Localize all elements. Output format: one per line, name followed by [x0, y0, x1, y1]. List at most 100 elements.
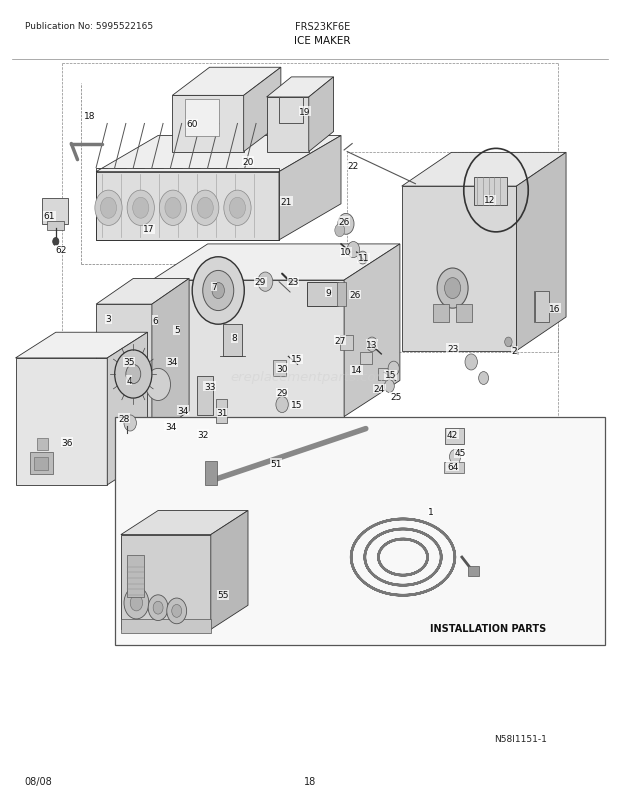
- Bar: [433, 305, 449, 322]
- Bar: [42, 199, 68, 225]
- Circle shape: [172, 605, 182, 618]
- Text: 34: 34: [167, 358, 178, 367]
- Text: 26: 26: [349, 290, 360, 300]
- Text: 2: 2: [512, 346, 518, 356]
- Polygon shape: [516, 153, 566, 351]
- Polygon shape: [16, 333, 148, 358]
- Circle shape: [130, 595, 143, 611]
- Text: 5: 5: [174, 326, 180, 335]
- Bar: [121, 619, 211, 634]
- Circle shape: [148, 595, 168, 621]
- Polygon shape: [152, 245, 400, 281]
- Circle shape: [384, 380, 394, 393]
- Circle shape: [479, 372, 489, 385]
- Bar: [474, 178, 507, 206]
- Circle shape: [212, 283, 224, 299]
- Circle shape: [347, 242, 360, 258]
- Text: 18: 18: [84, 111, 95, 121]
- Text: 62: 62: [55, 245, 66, 255]
- Text: 12: 12: [484, 196, 495, 205]
- Bar: [273, 361, 286, 377]
- Text: 27: 27: [334, 336, 345, 346]
- Text: 23: 23: [447, 344, 458, 354]
- Text: 1: 1: [428, 507, 434, 516]
- Circle shape: [165, 198, 181, 219]
- Text: ICE MAKER: ICE MAKER: [294, 36, 351, 46]
- Circle shape: [124, 587, 149, 619]
- Bar: [360, 352, 372, 365]
- Circle shape: [197, 198, 213, 219]
- Text: 15: 15: [291, 400, 302, 410]
- Polygon shape: [267, 78, 334, 98]
- Circle shape: [133, 198, 149, 219]
- Text: 33: 33: [204, 382, 215, 391]
- Text: 28: 28: [118, 414, 130, 423]
- Text: 10: 10: [340, 248, 352, 257]
- Circle shape: [276, 397, 288, 413]
- Circle shape: [53, 238, 59, 246]
- Circle shape: [335, 225, 345, 237]
- Text: 11: 11: [358, 253, 369, 263]
- Polygon shape: [402, 153, 566, 187]
- Text: 64: 64: [447, 462, 458, 472]
- Polygon shape: [267, 98, 309, 152]
- Polygon shape: [402, 187, 516, 351]
- Text: 14: 14: [351, 366, 362, 375]
- Text: 25: 25: [390, 392, 401, 402]
- Bar: [468, 566, 479, 576]
- Polygon shape: [211, 511, 248, 630]
- Text: 15: 15: [385, 371, 396, 380]
- Text: 16: 16: [549, 304, 560, 314]
- Text: 60: 60: [187, 119, 198, 129]
- Text: 31: 31: [216, 408, 228, 418]
- Circle shape: [388, 362, 399, 376]
- Text: 22: 22: [348, 161, 359, 171]
- Text: 21: 21: [281, 197, 292, 207]
- Bar: [205, 461, 217, 485]
- Text: 18: 18: [304, 776, 316, 786]
- Circle shape: [203, 271, 234, 311]
- Bar: [37, 439, 48, 451]
- Polygon shape: [96, 279, 189, 305]
- Bar: [127, 556, 144, 597]
- Polygon shape: [172, 96, 244, 152]
- Polygon shape: [344, 245, 400, 417]
- Text: 4: 4: [126, 376, 132, 386]
- Circle shape: [465, 354, 477, 371]
- Polygon shape: [152, 281, 344, 417]
- Polygon shape: [96, 172, 279, 241]
- Circle shape: [229, 198, 246, 219]
- Text: 7: 7: [211, 282, 217, 292]
- Bar: [535, 292, 549, 322]
- Text: 61: 61: [44, 212, 55, 221]
- Circle shape: [505, 338, 512, 347]
- Text: 34: 34: [177, 406, 188, 415]
- Circle shape: [95, 191, 122, 226]
- Circle shape: [366, 338, 378, 352]
- Circle shape: [127, 191, 154, 226]
- Text: 17: 17: [143, 225, 154, 234]
- Text: 20: 20: [242, 157, 254, 167]
- Text: 6: 6: [152, 316, 158, 326]
- Text: 34: 34: [165, 422, 176, 431]
- Polygon shape: [152, 279, 189, 437]
- Polygon shape: [121, 511, 248, 535]
- Bar: [46, 221, 64, 231]
- Bar: [337, 282, 346, 306]
- Circle shape: [100, 198, 117, 219]
- Text: Publication No: 5995522165: Publication No: 5995522165: [25, 22, 153, 31]
- Bar: [445, 428, 464, 444]
- Text: 26: 26: [339, 217, 350, 227]
- Text: 29: 29: [255, 277, 266, 287]
- Text: 45: 45: [454, 448, 466, 458]
- Text: 42: 42: [447, 430, 458, 439]
- Text: 15: 15: [291, 354, 302, 364]
- Circle shape: [445, 278, 461, 299]
- Circle shape: [124, 415, 136, 431]
- Text: 35: 35: [123, 358, 135, 367]
- Bar: [444, 462, 464, 473]
- Bar: [216, 399, 227, 423]
- Bar: [185, 100, 219, 136]
- Polygon shape: [121, 535, 211, 630]
- Circle shape: [153, 602, 163, 614]
